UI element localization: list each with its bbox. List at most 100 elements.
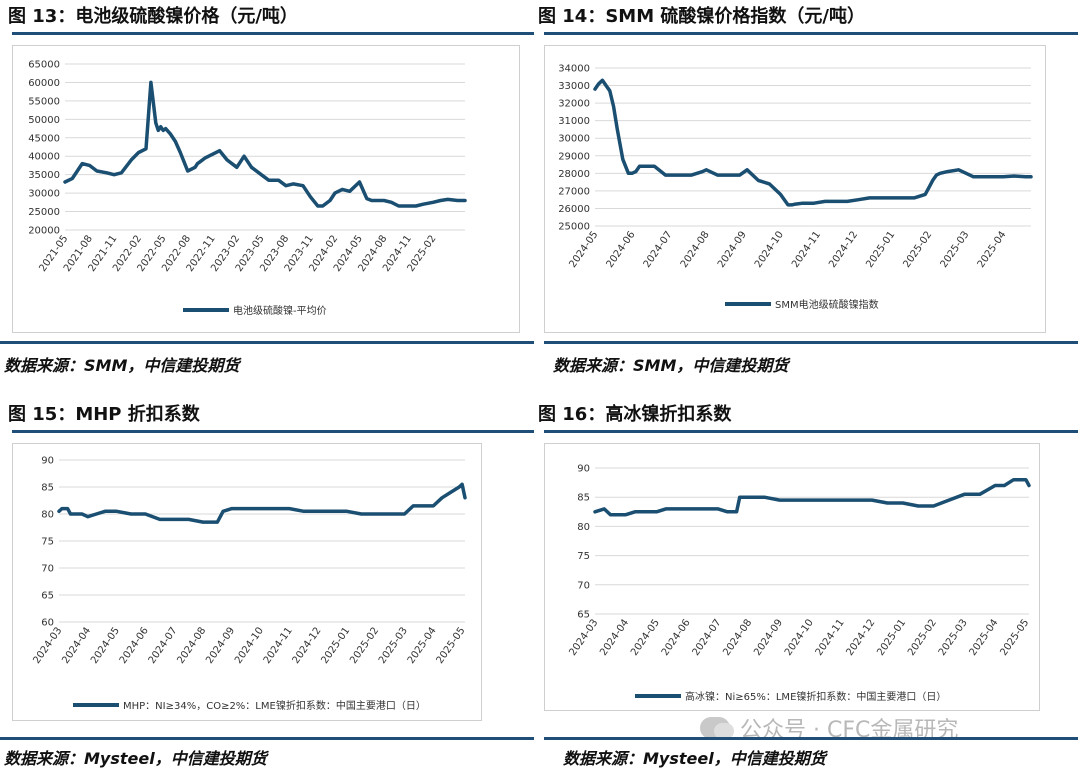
- y-tick-label: 26000: [558, 204, 590, 215]
- legend-label: MHP：NI≥34%，CO≥2%：LME镍折扣系数：中国主要港口（日）: [123, 701, 426, 712]
- x-tick-label: 2025-02: [906, 617, 939, 658]
- y-tick-label: 65: [577, 610, 590, 621]
- legend-swatch: [73, 702, 119, 707]
- y-tick-label: 45000: [28, 133, 60, 144]
- x-tick-label: 2024-07: [642, 229, 675, 270]
- y-tick-label: 30000: [28, 189, 60, 200]
- y-tick-label: 50000: [28, 115, 60, 126]
- y-tick-label: 90: [577, 464, 590, 475]
- x-tick-label: 2024-05: [567, 229, 600, 270]
- chart-panel-13: 20000 25000 30000 35000 40000 45000 50000 55000…: [12, 45, 520, 333]
- figure-16-top-rule: [544, 430, 1078, 433]
- y-tick-label: 80: [577, 522, 590, 533]
- x-tick-label: 2024-10: [783, 617, 816, 658]
- x-tick-label: 2025-04: [976, 229, 1009, 270]
- x-tick-label: 2024-12: [844, 617, 877, 658]
- source-rule-left-2: [0, 737, 534, 740]
- chart-14-svg: 25000 26000 27000 28000 29000 30000 31000 32000…: [558, 64, 1033, 270]
- y-tick-label: 25000: [28, 207, 60, 218]
- chart-panel-14: 25000 26000 27000 28000 29000 30000 31000 32000…: [544, 45, 1046, 333]
- source-rule-right-2: [544, 737, 1078, 740]
- series-line: [63, 80, 467, 208]
- figure-14-top-rule: [544, 32, 1078, 35]
- chart-13-legend: 电池级硫酸镍-平均价: [183, 302, 327, 317]
- x-tick-label: 2025-01: [875, 617, 908, 658]
- chart-15-legend: MHP：NI≥34%，CO≥2%：LME镍折扣系数：中国主要港口（日）: [73, 697, 426, 712]
- y-tick-label: 90: [41, 456, 54, 467]
- figure-15-top-rule: [12, 430, 534, 433]
- x-tick-label: 2025-01: [864, 229, 897, 270]
- y-tick-label: 65000: [28, 60, 60, 71]
- figure-15-source: 数据来源：Mysteel，中信建投期货: [4, 749, 267, 768]
- y-tick-label: 32000: [558, 99, 590, 110]
- x-tick-label: 2024-09: [752, 617, 785, 658]
- y-tick-label: 70: [41, 564, 54, 575]
- y-tick-label: 35000: [28, 170, 60, 181]
- legend-swatch: [725, 301, 771, 306]
- y-tick-label: 27000: [558, 186, 590, 197]
- y-tick-label: 70: [577, 580, 590, 591]
- x-tick-label: 2024-07: [691, 617, 724, 658]
- y-tick-label: 25000: [558, 222, 590, 233]
- legend-swatch: [635, 693, 681, 698]
- wechat-icon: [700, 717, 734, 739]
- figure-13-title: 图 13：电池级硫酸镍价格（元/吨）: [8, 6, 298, 27]
- y-tick-label: 75: [577, 551, 590, 562]
- x-tick-label: 2024-09: [716, 229, 749, 270]
- x-tick-label: 2025-05: [435, 625, 468, 666]
- figure-14-source: 数据来源：SMM，中信建投期货: [553, 356, 789, 375]
- legend-label: 高冰镍：Ni≥65%：LME镍折扣系数：中国主要港口（日）: [685, 692, 947, 703]
- figure-13-top-rule: [12, 32, 534, 35]
- x-tick-label: 2025-03: [939, 229, 972, 270]
- x-tick-label: 2025-04: [968, 617, 1001, 658]
- y-tick-label: 55000: [28, 96, 60, 107]
- series-line: [593, 477, 1031, 517]
- y-tick-label: 33000: [558, 81, 590, 92]
- figure-16-source: 数据来源：Mysteel，中信建投期货: [563, 749, 826, 768]
- x-tick-label: 2024-05: [629, 617, 662, 658]
- x-tick-label: 2025-03: [937, 617, 970, 658]
- x-tick-label: 2024-03: [567, 617, 600, 658]
- y-tick-label: 65: [41, 591, 54, 602]
- y-tick-label: 34000: [558, 64, 590, 75]
- x-tick-label: 2025-02: [901, 229, 934, 270]
- series-line: [593, 78, 1033, 207]
- figure-13-source: 数据来源：SMM，中信建投期货: [4, 356, 240, 375]
- source-rule-left-1: [0, 341, 534, 344]
- figure-15-title: 图 15：MHP 折扣系数: [8, 404, 200, 425]
- y-tick-label: 31000: [558, 116, 590, 127]
- y-tick-label: 80: [41, 510, 54, 521]
- x-tick-label: 2024-10: [753, 229, 786, 270]
- y-tick-label: 30000: [558, 134, 590, 145]
- y-tick-label: 85: [577, 493, 590, 504]
- x-tick-label: 2024-04: [598, 617, 631, 658]
- x-tick-label: 2024-08: [679, 229, 712, 270]
- figure-16-title: 图 16：高冰镍折扣系数: [538, 404, 732, 425]
- x-tick-label: 2024-12: [827, 229, 860, 270]
- x-tick-label: 2024-08: [721, 617, 754, 658]
- y-tick-label: 85: [41, 483, 54, 494]
- chart-panel-15: 60 65 70 75 80 85 90 2024-03 2024-04 2024-05 2024-…: [12, 443, 482, 721]
- chart-16-legend: 高冰镍：Ni≥65%：LME镍折扣系数：中国主要港口（日）: [635, 688, 946, 703]
- legend-swatch: [183, 307, 229, 312]
- chart-14-legend: SMM电池级硫酸镍指数: [725, 296, 879, 311]
- y-tick-label: 75: [41, 537, 54, 548]
- y-tick-label: 60000: [28, 78, 60, 89]
- x-tick-label: 2025-05: [998, 617, 1031, 658]
- figure-14-title: 图 14：SMM 硫酸镍价格指数（元/吨）: [538, 6, 865, 27]
- chart-16-svg: 65 70 75 80 85 90 2024-032024-042024-052024-06…: [567, 464, 1031, 658]
- series-line: [57, 482, 467, 524]
- x-tick-label: 2024-06: [605, 229, 638, 270]
- legend-label: SMM电池级硫酸镍指数: [775, 300, 879, 311]
- chart-panel-16: 65 70 75 80 85 90 2024-03 2024-04 2024-05 2024-06…: [544, 443, 1040, 711]
- x-tick-label: 2024-06: [660, 617, 693, 658]
- y-tick-label: 40000: [28, 152, 60, 163]
- y-tick-label: 29000: [558, 151, 590, 162]
- y-tick-label: 28000: [558, 169, 590, 180]
- y-tick-label: 60: [41, 618, 54, 629]
- chart-15-svg: 606570758085902024-032024-042024-052024-…: [31, 456, 468, 666]
- y-tick-label: 20000: [28, 226, 60, 237]
- source-rule-right-1: [544, 341, 1078, 344]
- x-tick-label: 2024-11: [814, 617, 847, 658]
- chart-13-svg: 20000 25000 30000 35000 40000 45000 50000 55000…: [28, 60, 467, 274]
